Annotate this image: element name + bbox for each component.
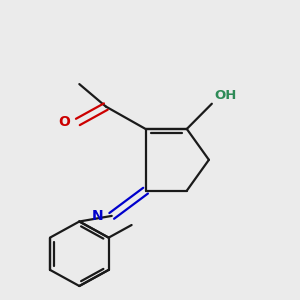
Text: O: O: [58, 115, 70, 129]
Text: N: N: [92, 209, 103, 223]
Text: OH: OH: [215, 89, 237, 102]
